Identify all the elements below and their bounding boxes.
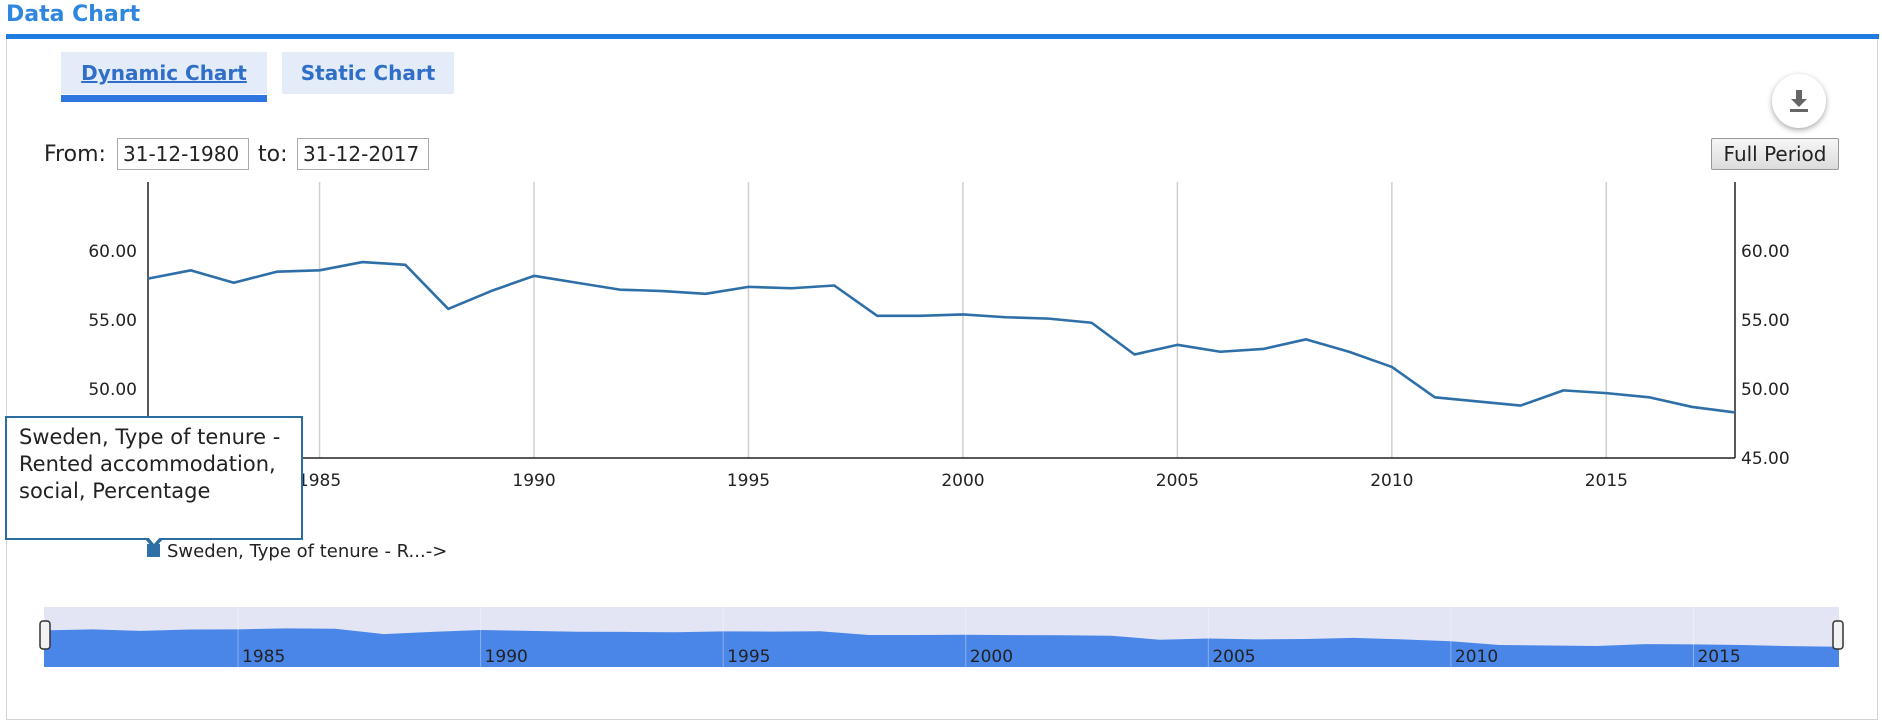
x-tick-label: 2015 xyxy=(1585,471,1628,491)
series-line xyxy=(147,260,1736,414)
from-date-input[interactable] xyxy=(117,138,249,170)
title-rule xyxy=(6,34,1879,39)
download-icon xyxy=(1790,90,1808,112)
navigator-handle-left[interactable] xyxy=(39,620,51,650)
tooltip-text: Sweden, Type of tenure - Rented accommod… xyxy=(19,425,281,503)
series-tooltip: Sweden, Type of tenure - Rented accommod… xyxy=(5,416,303,540)
full-period-button[interactable]: Full Period xyxy=(1711,138,1839,170)
page-title: Data Chart xyxy=(6,2,141,27)
y-tick-label-left: 50.00 xyxy=(88,380,137,400)
series-layer xyxy=(147,260,1736,414)
chart-panel xyxy=(6,39,1878,720)
legend-swatch xyxy=(147,544,160,557)
navigator-tick-label: 1990 xyxy=(485,647,528,667)
y-tick-label-right: 60.00 xyxy=(1741,242,1790,262)
navigator-tick-label: 1985 xyxy=(242,647,285,667)
x-tick-label: 2000 xyxy=(941,471,984,491)
to-date-input[interactable] xyxy=(297,138,429,170)
x-tick-label: 1985 xyxy=(298,471,341,491)
x-tick-label: 2005 xyxy=(1156,471,1199,491)
navigator: 1985 1990 1995 2000 2005 2010 2015 xyxy=(39,607,1844,667)
tab-dynamic-chart[interactable]: Dynamic Chart xyxy=(61,52,267,94)
download-button[interactable] xyxy=(1772,74,1826,128)
navigator-tick-label: 1995 xyxy=(727,647,770,667)
chart-axes xyxy=(147,182,1736,459)
x-tick-label: 1995 xyxy=(727,471,770,491)
tab-static-chart[interactable]: Static Chart xyxy=(282,52,454,94)
navigator-tick-label: 2005 xyxy=(1212,647,1255,667)
y-tick-label-left: 55.00 xyxy=(88,311,137,331)
legend-label: Sweden, Type of tenure - R...-> xyxy=(167,541,448,562)
tab-dynamic-chart-label: Dynamic Chart xyxy=(81,61,247,85)
tab-static-chart-label: Static Chart xyxy=(300,61,436,85)
navigator-handle-right[interactable] xyxy=(1832,620,1844,650)
y-tick-label-left: 60.00 xyxy=(88,242,137,262)
y-tick-label-right: 50.00 xyxy=(1741,380,1790,400)
x-tick-label: 2010 xyxy=(1370,471,1413,491)
navigator-tick-label: 2010 xyxy=(1455,647,1498,667)
tooltip-arrow-inner xyxy=(147,536,161,544)
y-tick-label-right: 55.00 xyxy=(1741,311,1790,331)
y-tick-label-right: 45.00 xyxy=(1741,449,1790,469)
navigator-tick-label: 2000 xyxy=(970,647,1013,667)
active-tab-indicator xyxy=(61,95,267,102)
from-label: From: xyxy=(44,142,106,167)
grid-lines xyxy=(318,182,1608,458)
navigator-tick-label: 2015 xyxy=(1697,647,1740,667)
x-tick-label: 1990 xyxy=(512,471,555,491)
to-label: to: xyxy=(258,142,288,167)
tick-labels: 1985 1990 1995 2000 2005 2010 2015 45.00 50.00 55… xyxy=(88,242,1789,491)
navigator-area xyxy=(44,628,1839,667)
